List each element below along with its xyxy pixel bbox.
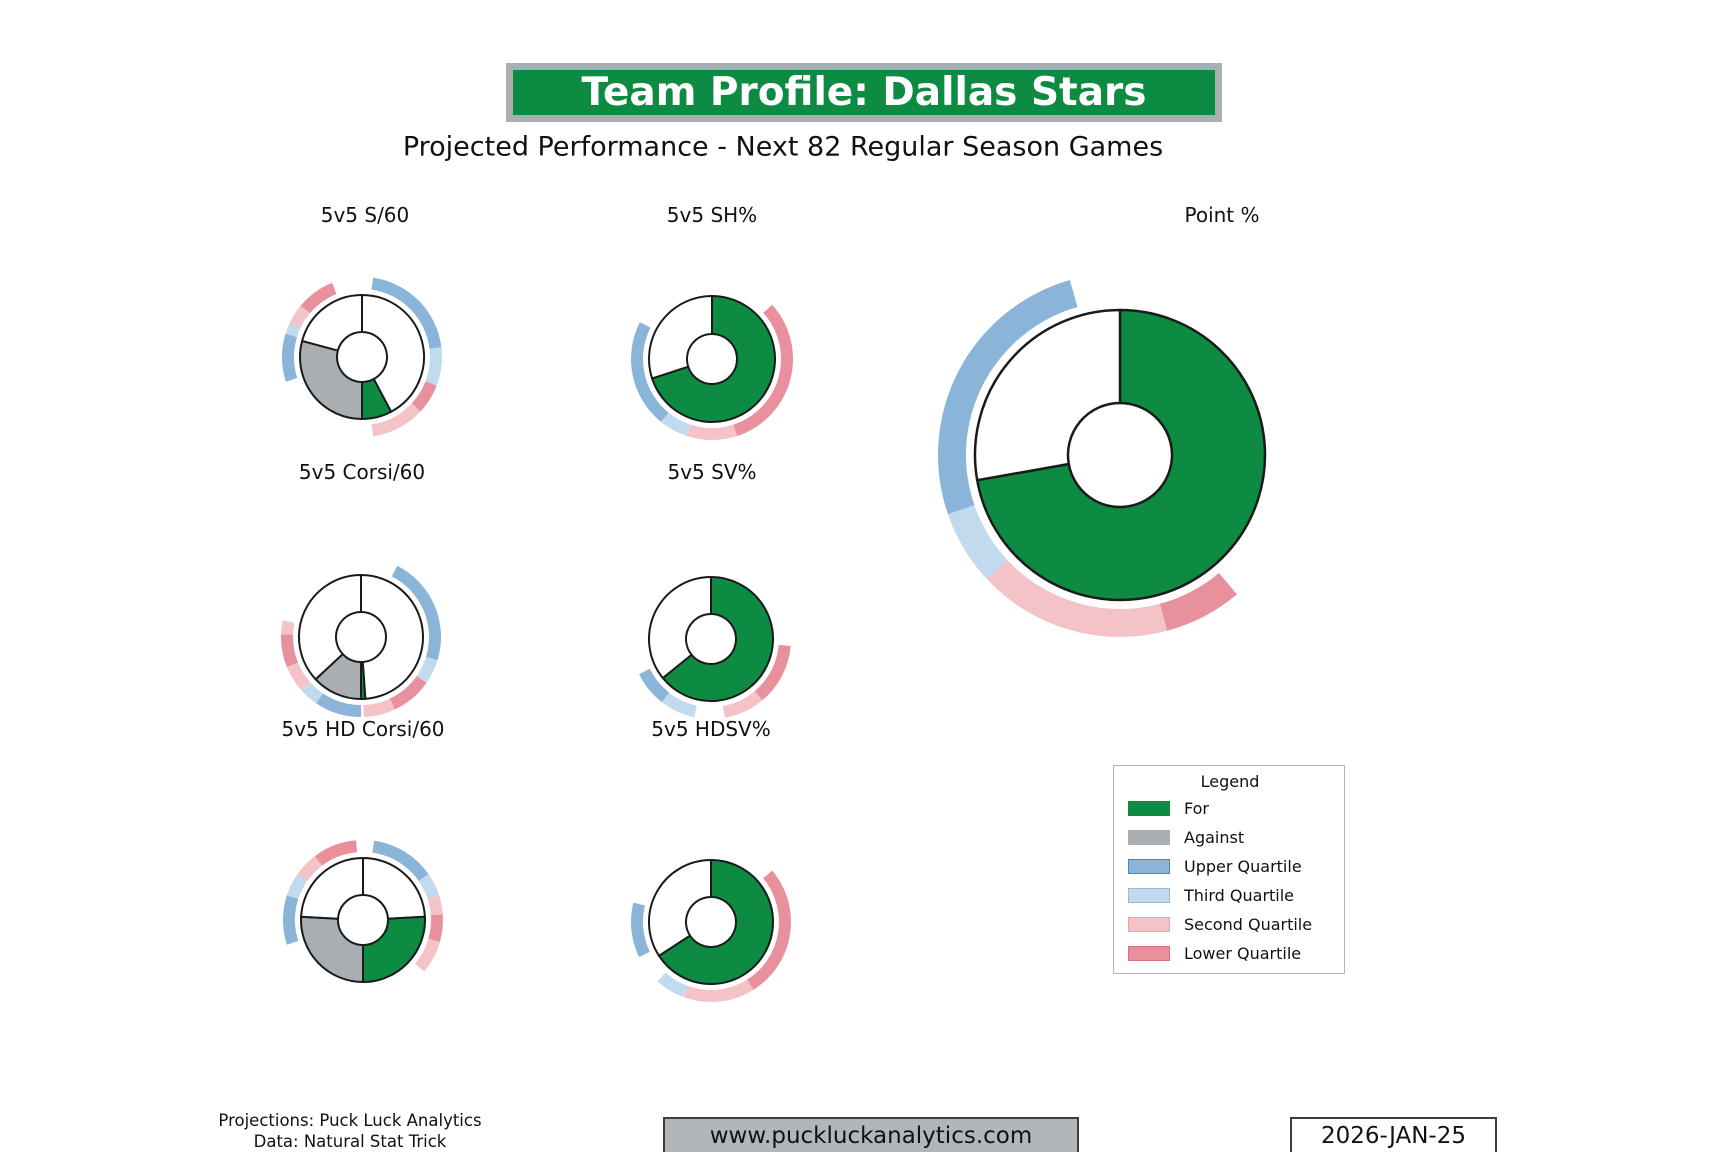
5v5-hdsv-pct-band-second <box>683 979 754 1003</box>
legend-label: Third Quartile <box>1184 885 1295 905</box>
5v5-sh-pct-band-lower <box>733 304 793 437</box>
website-text: www.puckluckanalytics.com <box>709 1123 1033 1149</box>
point-pct-band-third <box>947 505 1008 580</box>
chart-title-5v5-s60: 5v5 S/60 <box>320 203 410 227</box>
chart-title-5v5-corsi60: 5v5 Corsi/60 <box>298 460 426 484</box>
5v5-corsi60-band-second <box>281 620 295 635</box>
5v5-s60-segment-white <box>361 294 425 413</box>
date-box: 2026-JAN-25 <box>1290 1117 1497 1152</box>
point-pct-band-upper <box>938 280 1078 515</box>
5v5-s60-band-second <box>289 305 310 329</box>
5v5-corsi60-segment-white <box>298 574 362 681</box>
legend-item: For <box>1128 797 1332 819</box>
5v5-corsi60-band-upper <box>316 693 361 717</box>
legend-item: Second Quartile <box>1128 913 1332 935</box>
5v5-hd-corsi60-band-lower <box>314 840 358 866</box>
5v5-hd-corsi60-segment-against <box>300 915 364 983</box>
footer-credits: Projections: Puck Luck Analytics Data: N… <box>190 1110 510 1152</box>
5v5-hd-corsi60-band-third <box>418 874 440 899</box>
legend-swatch-third <box>1128 887 1170 903</box>
point-pct-segment-for <box>975 308 1267 602</box>
legend-label: Second Quartile <box>1184 914 1313 934</box>
5v5-sh-pct-band-second <box>686 424 738 441</box>
main-title-box: Team Profile: Dallas Stars <box>506 63 1222 122</box>
legend-rows: For Against Upper Quartile Third Quartile Se… <box>1128 797 1332 971</box>
date-text: 2026-JAN-25 <box>1321 1123 1466 1149</box>
chart-title-5v5-sv-pct: 5v5 SV% <box>667 460 757 484</box>
5v5-hd-corsi60-band-second <box>297 856 323 881</box>
5v5-corsi60-band-lower <box>389 676 427 710</box>
5v5-s60-band-upper <box>282 333 298 382</box>
5v5-s60-band-third <box>285 323 301 338</box>
5v5-hd-corsi60-band-lower <box>428 914 444 943</box>
5v5-corsi60-segment-white <box>360 574 424 700</box>
5v5-corsi60-band-third <box>301 682 323 704</box>
5v5-hdsv-pct-band-lower <box>747 870 791 990</box>
5v5-corsi60-band-lower <box>281 634 298 667</box>
chart-title-5v5-sh-pct: 5v5 SH% <box>666 203 758 227</box>
5v5-hd-corsi60-segment-for <box>362 915 426 983</box>
legend-label: Upper Quartile <box>1184 856 1302 876</box>
5v5-hd-corsi60-segment-white <box>362 857 426 920</box>
5v5-corsi60-band-second <box>286 662 311 691</box>
5v5-hd-corsi60-segment-white <box>300 857 364 920</box>
5v5-s60-band-lower <box>411 381 437 412</box>
point-pct-band-second <box>986 560 1168 638</box>
legend-swatch-for <box>1128 800 1170 816</box>
5v5-sh-pct-segment-for <box>651 295 776 423</box>
5v5-hd-corsi60-band-upper <box>283 895 299 945</box>
legend-label: For <box>1184 798 1209 818</box>
5v5-sv-pct-segment-for <box>661 576 774 702</box>
legend-title: Legend <box>1200 772 1260 791</box>
5v5-sv-pct-band-third <box>661 692 697 718</box>
legend: Legend For Against Upper Quartile Third Qua… <box>1113 765 1345 974</box>
5v5-s60-band-third <box>425 347 442 386</box>
5v5-hd-corsi60-band-second <box>427 895 443 916</box>
5v5-sh-pct-band-third <box>661 412 691 437</box>
page-title: Team Profile: Dallas Stars <box>581 70 1147 115</box>
5v5-s60-band-upper <box>371 277 442 349</box>
legend-swatch-second <box>1128 916 1170 932</box>
5v5-sv-pct-band-second <box>722 691 763 718</box>
legend-label: Against <box>1184 827 1245 847</box>
5v5-sv-pct-band-lower <box>754 644 791 701</box>
5v5-sh-pct-segment-white <box>647 295 713 380</box>
5v5-corsi60-band-second <box>363 698 395 717</box>
5v5-sv-pct-band-upper <box>639 668 670 703</box>
5v5-s60-segment-white <box>301 294 363 352</box>
point-pct-band-lower <box>1159 572 1237 631</box>
chart-title-point-pct: Point % <box>1184 203 1260 227</box>
page-subtitle: Projected Performance - Next 82 Regular … <box>402 131 1164 163</box>
legend-swatch-upper <box>1128 858 1170 874</box>
5v5-hdsv-pct-band-upper <box>631 902 650 958</box>
legend-item: Against <box>1128 826 1332 848</box>
website-box: www.puckluckanalytics.com <box>663 1117 1079 1152</box>
footer-projections: Projections: Puck Luck Analytics <box>218 1111 482 1130</box>
5v5-s60-band-lower <box>300 282 337 314</box>
5v5-hd-corsi60-band-second <box>415 938 440 972</box>
5v5-hd-corsi60-band-third <box>286 874 308 899</box>
5v5-s60-segment-against <box>299 339 363 420</box>
5v5-hdsv-pct-segment-white <box>648 859 712 957</box>
legend-item: Lower Quartile <box>1128 942 1332 964</box>
5v5-s60-band-second <box>371 403 421 437</box>
legend-item: Upper Quartile <box>1128 855 1332 877</box>
legend-swatch-against <box>1128 829 1170 845</box>
legend-label: Lower Quartile <box>1184 943 1302 963</box>
5v5-corsi60-band-upper <box>391 565 441 661</box>
chart-title-5v5-hd-corsi60: 5v5 HD Corsi/60 <box>281 717 445 741</box>
5v5-sv-pct-segment-white <box>648 576 712 680</box>
footer-data-source: Data: Natural Stat Trick <box>253 1132 447 1151</box>
5v5-corsi60-band-third <box>416 656 438 683</box>
5v5-sh-pct-band-upper <box>631 322 669 422</box>
legend-item: Third Quartile <box>1128 884 1332 906</box>
legend-swatch-lower <box>1128 945 1170 961</box>
5v5-hdsv-pct-segment-for <box>658 859 774 985</box>
point-pct-segment-white <box>973 308 1122 482</box>
5v5-hd-corsi60-band-upper <box>372 840 429 881</box>
5v5-hdsv-pct-band-third <box>657 972 688 998</box>
chart-title-5v5-hdsv-pct: 5v5 HDSV% <box>651 717 771 741</box>
